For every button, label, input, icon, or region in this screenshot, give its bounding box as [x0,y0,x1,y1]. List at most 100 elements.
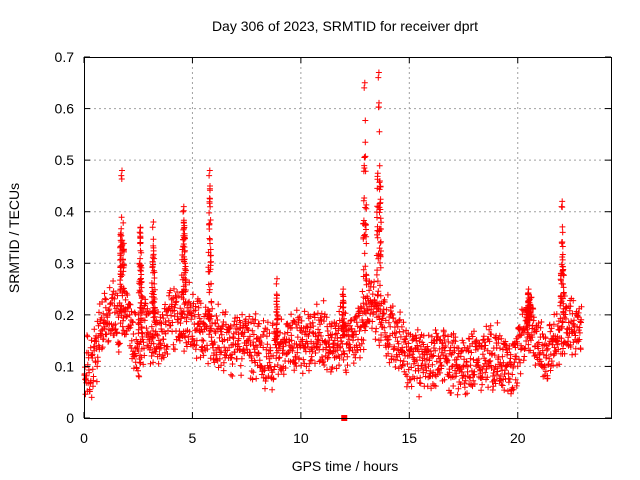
data-point [103,296,109,303]
data-point [261,328,267,335]
axis-ticks: 0 0.1 0.2 0.3 0.4 0.5 0.6 0.7 0 5 10 15 20 [55,49,611,446]
data-point [346,336,353,343]
data-point [117,308,124,315]
data-point [120,247,127,254]
data-point [190,291,196,298]
data-point [103,331,110,338]
data-point [292,353,299,360]
data-point [289,347,296,354]
data-points [81,69,585,421]
data-point [548,358,555,365]
data-point [214,344,221,351]
data-point [309,348,316,355]
data-point [180,220,187,226]
data-point [101,325,108,332]
data-point [120,327,127,334]
data-point [377,215,384,222]
data-point [95,334,102,341]
data-point [181,256,188,263]
x-tick-label: 0 [80,430,88,446]
data-point [454,391,461,398]
data-point [392,357,399,363]
data-point [523,314,530,320]
data-point [548,325,555,332]
data-point [227,323,234,330]
y-tick-label: 0.4 [55,204,75,220]
data-point [468,349,475,356]
data-point [187,304,194,311]
data-point [144,305,151,312]
data-point [440,352,447,358]
data-point [391,345,398,352]
data-point [235,335,242,342]
data-point [97,320,103,327]
data-point [241,350,248,357]
data-point [130,331,137,337]
data-point [253,375,260,382]
data-point [378,226,384,232]
data-point [181,348,188,355]
data-point [237,362,244,369]
data-point [299,336,306,343]
data-point [162,321,169,328]
data-point [376,186,383,193]
data-point [384,291,391,298]
data-point [574,323,581,330]
data-point [517,370,524,377]
data-point [575,309,582,316]
data-point [280,371,287,378]
data-point [498,381,505,388]
data-point [361,154,368,161]
data-point [276,354,283,361]
data-point [535,345,542,352]
data-point [428,333,435,340]
data-point [164,343,171,350]
data-point [229,361,236,367]
data-point [360,337,367,344]
data-point [115,314,122,321]
data-point [195,304,202,311]
data-point [340,319,347,325]
data-point [126,301,133,307]
data-point [360,168,367,175]
data-point [251,349,258,356]
data-point [86,388,93,395]
data-point [354,323,361,330]
data-point [171,304,178,311]
data-point [137,224,144,231]
data-point [275,371,282,378]
data-point [229,373,236,379]
data-point [327,368,334,375]
data-point [560,266,567,273]
data-point [99,344,106,351]
data-point [160,336,167,343]
data-point [220,359,227,366]
data-point [180,225,187,232]
data-point [164,351,171,357]
data-point [171,313,178,320]
data-point [557,299,564,306]
data-point [316,329,323,336]
data-point [376,245,383,252]
data-point [137,239,144,246]
data-point [453,356,460,363]
data-point [212,320,219,327]
data-point [397,333,404,340]
data-point [383,306,390,313]
data-point [329,331,336,338]
data-point [165,317,172,324]
data-point [307,313,314,320]
data-point [478,387,485,394]
data-point [560,281,566,287]
data-point [252,310,259,317]
data-point [290,317,297,324]
data-point [405,340,412,347]
data-point [182,276,189,283]
data-point [273,291,280,298]
data-point [356,342,363,349]
data-point [408,364,415,371]
data-point [340,331,347,338]
data-point [273,280,280,287]
data-point [154,331,160,338]
data-point [280,343,287,350]
